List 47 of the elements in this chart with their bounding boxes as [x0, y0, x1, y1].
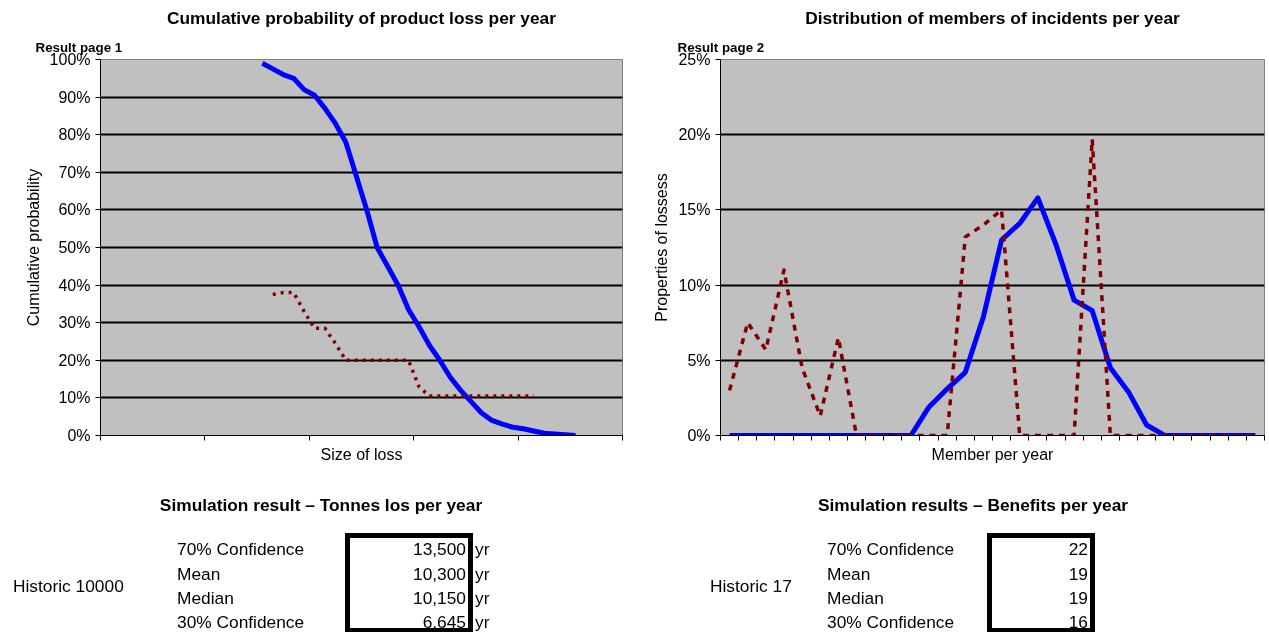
x-axis-title: Size of loss — [320, 445, 403, 463]
text: 13,500 — [413, 539, 466, 559]
text: Historic 10000 — [13, 576, 124, 596]
text: 10,300 — [413, 564, 466, 584]
y-tick-label: 5% — [687, 351, 711, 369]
text: 70% Confidence — [827, 539, 955, 559]
chart-title: Cumulative probability of product loss per year — [167, 7, 557, 28]
y-tick-label: 20% — [58, 351, 91, 369]
line-series — [271, 290, 536, 398]
text: 6,645 — [422, 612, 466, 632]
y-tick-label: 0% — [687, 427, 711, 444]
y-tick-label: 80% — [58, 126, 91, 144]
text: yr — [475, 612, 490, 632]
y-tick-label: 15% — [678, 201, 711, 219]
text: 30% Confidence — [177, 612, 305, 632]
text: Historic 17 — [710, 576, 792, 596]
text: Simulation results – Benefits per year — [816, 495, 1130, 515]
text: 19 — [1068, 588, 1088, 608]
text: Simulation result – Tonnes los per year — [158, 495, 484, 515]
text: 22 — [1068, 539, 1088, 559]
y-axis-title: Cumulative probability — [24, 168, 42, 327]
text: yr — [475, 539, 490, 559]
y-tick-label: 10% — [58, 389, 91, 407]
y-tick-label: 20% — [678, 126, 711, 144]
text: Mean — [177, 564, 221, 584]
text: 70% Confidence — [177, 539, 305, 559]
y-tick-label: 50% — [58, 239, 91, 256]
text: yr — [475, 588, 490, 608]
y-tick-label: 0% — [67, 427, 91, 444]
text: yr — [475, 564, 490, 584]
text: 10,150 — [413, 588, 466, 608]
text: Median — [827, 588, 884, 608]
chart-title: Distribution of members of incidents per year — [805, 7, 1181, 28]
text: 30% Confidence — [827, 612, 955, 632]
y-tick-label: 30% — [58, 314, 91, 332]
text: 16 — [1068, 612, 1088, 632]
y-tick-label: 10% — [678, 276, 711, 294]
y-tick-label: 40% — [58, 276, 91, 294]
y-tick-label: 70% — [58, 163, 91, 181]
y-tick-label: 60% — [58, 201, 91, 219]
text: 19 — [1068, 564, 1088, 584]
y-tick-label: 90% — [58, 88, 91, 106]
x-axis-title: Member per year — [931, 445, 1055, 463]
text: Mean — [827, 564, 871, 584]
text: Median — [177, 588, 234, 608]
y-tick-label: 25% — [678, 51, 711, 68]
y-axis-title: Properties of lossess — [653, 173, 671, 322]
